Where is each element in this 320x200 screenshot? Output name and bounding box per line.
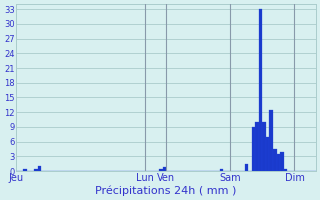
Bar bbox=[269, 110, 273, 171]
Bar bbox=[276, 154, 280, 171]
Bar bbox=[252, 127, 255, 171]
X-axis label: Précipitations 24h ( mm ): Précipitations 24h ( mm ) bbox=[95, 185, 237, 196]
Bar bbox=[284, 169, 287, 171]
Bar bbox=[34, 169, 38, 171]
Bar bbox=[259, 9, 262, 171]
Bar bbox=[255, 122, 259, 171]
Bar bbox=[220, 169, 223, 171]
Bar bbox=[262, 122, 266, 171]
Bar bbox=[163, 167, 166, 171]
Bar bbox=[280, 152, 284, 171]
Bar bbox=[273, 149, 276, 171]
Bar bbox=[159, 169, 163, 171]
Bar bbox=[38, 166, 41, 171]
Bar bbox=[266, 137, 269, 171]
Bar bbox=[244, 164, 248, 171]
Bar bbox=[23, 169, 27, 171]
